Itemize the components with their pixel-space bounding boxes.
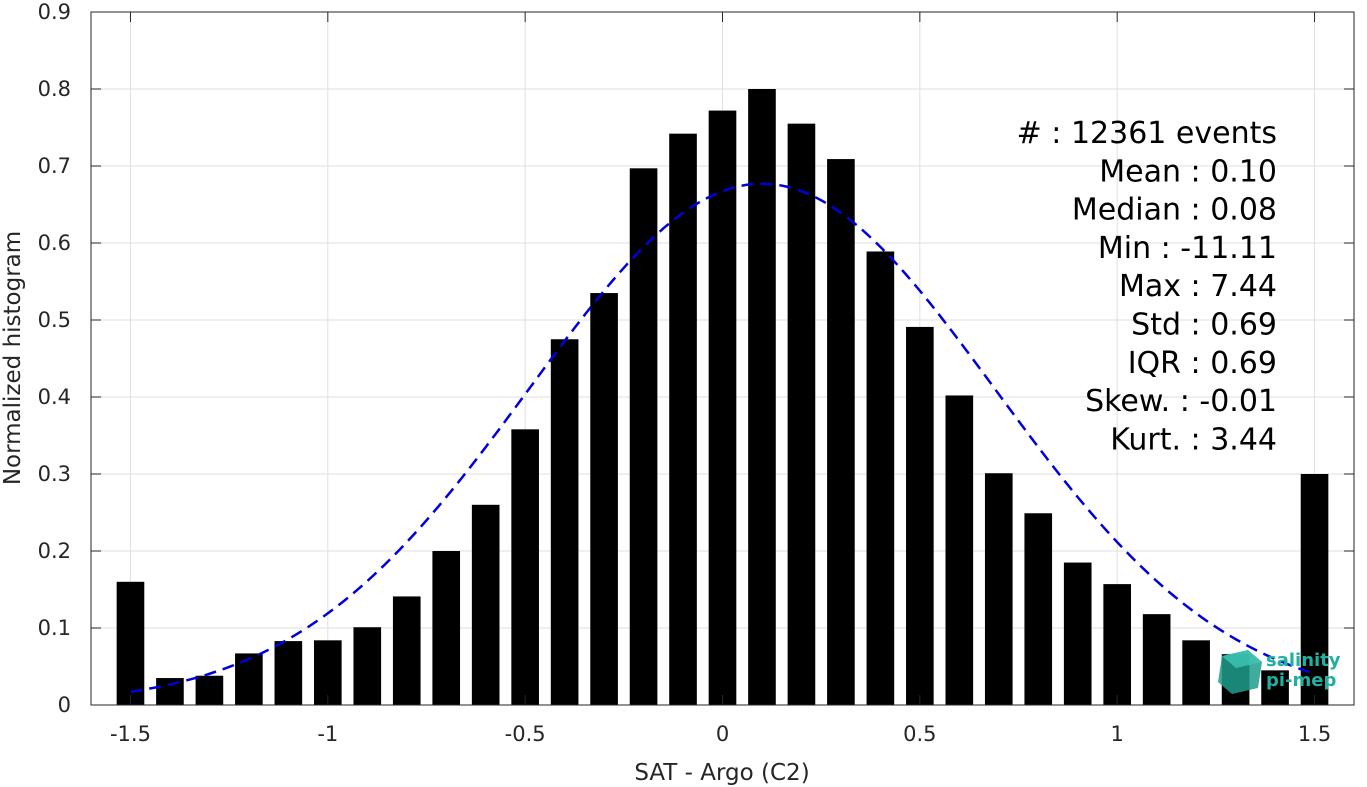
histogram-bar — [116, 581, 145, 705]
stat-line: Median : 0.08 — [1072, 193, 1277, 228]
stat-line: Std : 0.69 — [1131, 308, 1277, 343]
stat-line: # : 12361 events — [1017, 116, 1277, 151]
histogram-bar — [906, 326, 934, 705]
histogram-bar — [313, 640, 342, 705]
logo-text-pi-mep: pi-mep — [1266, 670, 1336, 691]
histogram-bar — [945, 395, 974, 705]
histogram-bar — [669, 133, 697, 705]
histogram-bar — [748, 89, 776, 705]
histogram-bar — [1142, 614, 1171, 705]
y-tick-label: 0.6 — [38, 231, 71, 255]
y-tick-label: 0.3 — [38, 462, 71, 486]
y-tick-label: 0.4 — [38, 385, 71, 409]
histogram-bar — [550, 339, 579, 705]
histogram-bar — [590, 293, 618, 705]
histogram-bar — [866, 251, 895, 705]
histogram-bar — [1300, 474, 1329, 705]
histogram-bar — [827, 159, 855, 705]
histogram-bar — [392, 596, 421, 705]
histogram-bar — [274, 641, 303, 705]
histogram-bar — [471, 504, 500, 705]
stat-line: Skew. : -0.01 — [1085, 384, 1277, 419]
x-tick-label: -0.5 — [505, 722, 546, 746]
histogram-bar — [1063, 562, 1092, 705]
histogram-bar — [1103, 584, 1132, 705]
gaussian-fit-curve — [130, 182, 1315, 694]
histogram-bar — [629, 168, 658, 705]
histogram-bar — [1261, 670, 1289, 705]
histogram-bar — [1024, 513, 1053, 705]
y-tick-label: 0.8 — [38, 77, 71, 101]
y-axis-ticks: 0 0.1 0.2 0.3 0.4 0.5 0.6 0.7 0.8 0.9 — [38, 0, 1354, 717]
stat-line: Min : -11.11 — [1098, 231, 1277, 266]
histogram-bar — [353, 627, 382, 705]
y-tick-label: 0 — [58, 693, 71, 717]
x-tick-label: -1.5 — [110, 722, 151, 746]
salinity-pi-mep-logo: salinity pi-mep — [1218, 650, 1341, 694]
histogram-bar — [432, 551, 461, 705]
y-tick-label: 0.7 — [38, 154, 71, 178]
histogram-bar — [156, 678, 184, 705]
y-tick-label: 0.1 — [38, 616, 71, 640]
logo-cube-face — [1222, 650, 1262, 668]
histogram-bar — [1182, 640, 1210, 705]
y-tick-label: 0.5 — [38, 308, 71, 332]
stat-line: Max : 7.44 — [1119, 269, 1277, 304]
x-tick-label: 1.5 — [1298, 722, 1331, 746]
histogram-bar — [708, 110, 737, 705]
histogram-bar — [511, 429, 539, 705]
bars — [116, 89, 1329, 705]
histogram-bar — [195, 675, 224, 705]
x-axis-ticks: -1.5 -1 -0.5 0 0.5 1 1.5 — [110, 12, 1331, 746]
histogram-bar — [984, 473, 1013, 705]
x-tick-label: 1 — [1111, 722, 1124, 746]
stat-line: Mean : 0.10 — [1099, 154, 1277, 189]
y-axis-title: Normalized histogram — [0, 231, 26, 485]
stat-line: Kurt. : 3.44 — [1110, 422, 1277, 457]
logo-text-salinity: salinity — [1266, 650, 1341, 671]
y-tick-label: 0.2 — [38, 539, 71, 563]
x-tick-label: 0 — [716, 722, 729, 746]
x-axis-title: SAT - Argo (C2) — [634, 760, 809, 786]
x-tick-label: 0.5 — [903, 722, 936, 746]
x-tick-label: -1 — [317, 722, 338, 746]
stat-line: IQR : 0.69 — [1128, 346, 1277, 381]
histogram-bar — [235, 653, 263, 705]
y-tick-label: 0.9 — [38, 0, 71, 24]
histogram-bar — [787, 123, 816, 705]
